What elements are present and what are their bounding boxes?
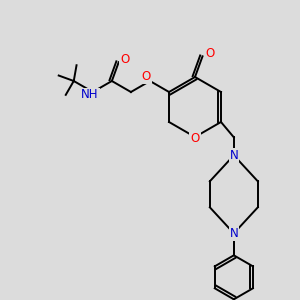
Text: O: O [205,47,214,60]
Text: NH: NH [81,88,99,101]
Text: O: O [141,70,151,83]
Text: O: O [190,131,200,145]
Text: N: N [230,227,238,240]
Text: O: O [120,53,129,66]
Text: N: N [230,149,238,162]
